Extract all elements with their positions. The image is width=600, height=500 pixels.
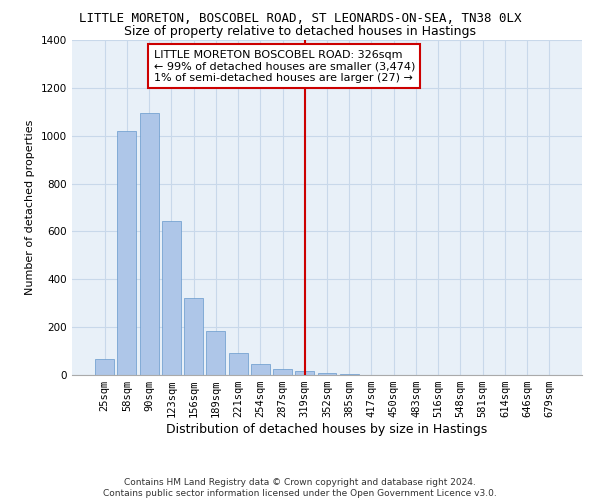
Bar	[118, 131, 136, 375]
Bar	[317, 372, 337, 375]
Bar	[162, 220, 181, 375]
Bar	[229, 354, 248, 375]
Text: Distribution of detached houses by size in Hastings: Distribution of detached houses by size …	[166, 422, 488, 436]
Text: LITTLE MORETON BOSCOBEL ROAD: 326sqm
← 99% of detached houses are smaller (3,474: LITTLE MORETON BOSCOBEL ROAD: 326sqm ← 9…	[154, 50, 415, 83]
Text: Contains HM Land Registry data © Crown copyright and database right 2024.
Contai: Contains HM Land Registry data © Crown c…	[103, 478, 497, 498]
Text: LITTLE MORETON, BOSCOBEL ROAD, ST LEONARDS-ON-SEA, TN38 0LX: LITTLE MORETON, BOSCOBEL ROAD, ST LEONAR…	[79, 12, 521, 26]
Bar	[295, 372, 314, 375]
Y-axis label: Number of detached properties: Number of detached properties	[25, 120, 35, 295]
Bar	[206, 330, 225, 375]
Text: Size of property relative to detached houses in Hastings: Size of property relative to detached ho…	[124, 25, 476, 38]
Bar	[273, 369, 292, 375]
Bar	[140, 113, 158, 375]
Bar	[251, 364, 270, 375]
Bar	[340, 374, 359, 375]
Bar	[184, 298, 203, 375]
Bar	[95, 360, 114, 375]
